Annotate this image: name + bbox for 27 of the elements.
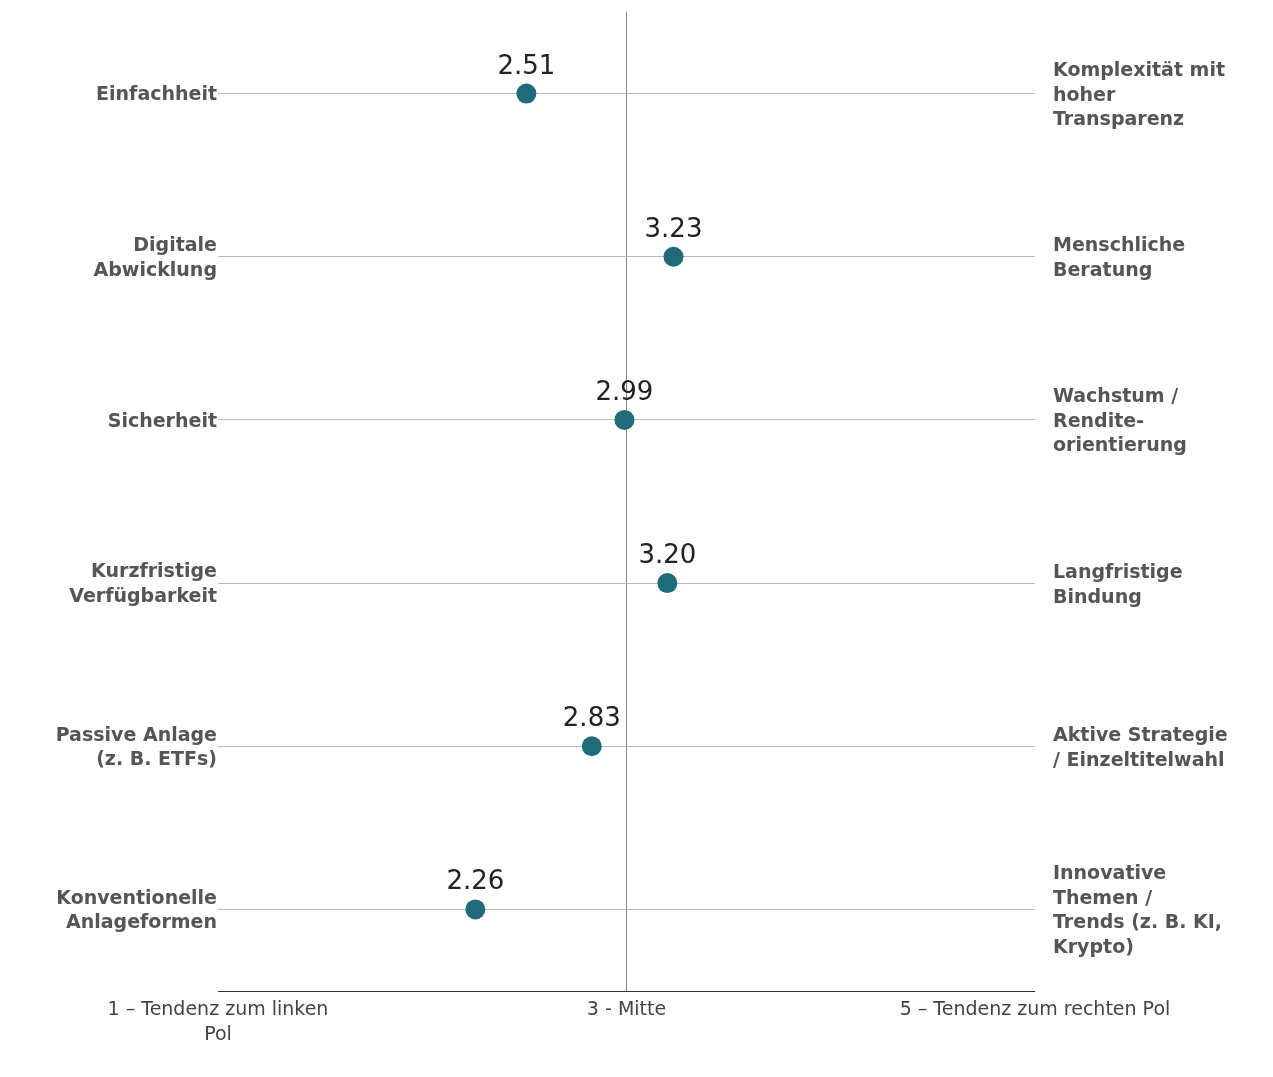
- data-label: 3.20: [638, 539, 697, 570]
- y-tick-label: Passive Anlage (z. B. ETFs): [55, 722, 217, 770]
- data-label: 3.23: [644, 212, 703, 243]
- x-tick-label: 1 – Tendenz zum linken Pol: [107, 996, 329, 1044]
- y2-tick-label: Aktive Strategie / Einzeltitelwahl: [1053, 723, 1228, 770]
- y-tick-label: Konventionelle Anlageformen: [56, 885, 217, 933]
- y-tick-label: Digitale Abwicklung: [93, 233, 217, 280]
- y-tick-label: Kurzfristige Verfügbarkeit: [69, 559, 217, 607]
- data-label: 2.26: [446, 865, 505, 896]
- data-label: 2.51: [497, 49, 556, 80]
- point: [516, 83, 537, 104]
- x-tick-label: 3 - Mitte: [586, 996, 667, 1019]
- point: [581, 736, 602, 757]
- y2-tick-label: Langfristige Bindung: [1053, 560, 1183, 607]
- y2-tick-label: Menschliche Beratung: [1053, 233, 1186, 280]
- data-label: 2.99: [595, 375, 654, 406]
- point: [663, 246, 684, 267]
- point: [465, 899, 486, 920]
- x-tick-label: 5 – Tendenz zum rechten Pol: [899, 996, 1171, 1019]
- y2-tick-label: Komplexität mit hoher Transparenz: [1053, 58, 1226, 130]
- point: [614, 409, 635, 430]
- data-label: 2.83: [562, 702, 621, 733]
- y2-tick-label: Innovative Themen / Trends (z. B. KI, Krypto): [1053, 861, 1223, 958]
- y-tick-label: Sicherheit: [107, 408, 217, 431]
- y-tick-label: Einfachheit: [96, 82, 217, 105]
- point: [657, 573, 678, 594]
- y2-tick-label: Wachstum / Rendite- orientierung: [1053, 384, 1187, 456]
